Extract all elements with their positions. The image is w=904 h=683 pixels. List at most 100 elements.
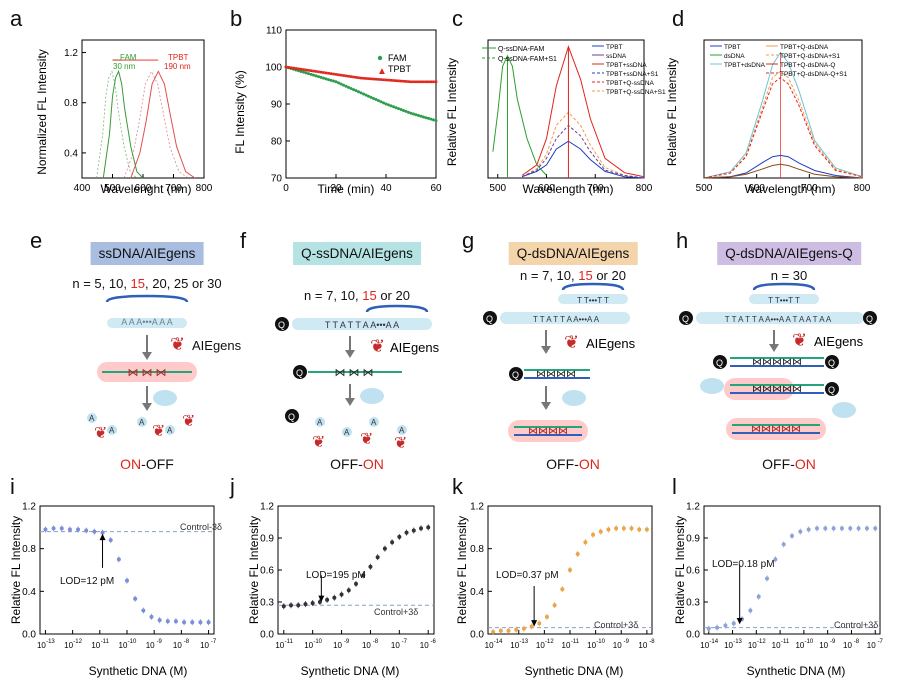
l-point [856,526,861,531]
b-point-tpbt [332,72,335,76]
l-xtick-label: 10 [724,641,733,650]
b-point-tpbt [414,80,418,84]
j-xtick-exp: -9 [344,639,350,645]
b-point-fam [404,109,408,113]
chart-k: 0.00.40.81.210 -14 10 -13 10 -12 10 -11 10 -10 10-… [455,502,655,679]
i-point [206,620,211,625]
svg-text:T T A T T A A•••A A T A A T A: T T A T T A A•••A A T A A T A A [725,315,832,324]
l-xlabel: Synthetic DNA (M) [747,664,846,678]
k-xlabel: Synthetic DNA (M) [525,664,624,678]
b-point-fam [329,78,333,82]
l-control-label: Control+3δ [834,620,878,630]
j-point [354,581,358,586]
b-ytick-label: 110 [266,26,282,37]
c-legend-right-1: ssDNA [606,53,627,60]
b-point-fam [337,81,340,85]
k-xtick-label: 10 [562,641,571,650]
panel-label-a: a [10,6,23,31]
b-point-fam [324,77,328,81]
b-point-fam [422,115,425,119]
c-xtick-label: 500 [489,183,506,194]
b-point-fam [342,83,345,87]
l-point [864,526,869,531]
svg-text:AIEgens: AIEgens [586,336,636,351]
l-ytick-label: 0.9 [686,534,700,545]
i-point [51,526,56,531]
c-legend-left-0: Q-ssDNA-FAM [498,46,544,53]
panel-label-h: h [676,228,689,253]
i-point [43,527,48,532]
panel-label-g: g [462,228,475,253]
j-point [289,603,293,608]
i-ytick-label: 1.2 [22,502,36,513]
b-point-tpbt [434,80,438,84]
b-xtick-label: 60 [430,183,442,194]
b-point-fam [362,92,365,96]
b-point-tpbt [389,79,393,82]
chart-c: 500 600 700 800 Relative FL Intensity Wavel… [445,39,666,196]
b-point-fam [304,71,308,75]
i-xtick-label: 10 [37,641,46,650]
j-lod-label: LOD=195 pM [306,570,366,581]
k-point [552,603,557,608]
j-point [397,534,402,539]
g-diagram: T T•••T T Q T T A T T A A•••A A ❦ AIEgen… [483,282,636,442]
k-point [583,540,588,545]
i-lod-label: LOD=12 pM [60,576,114,587]
d-xtick-label: 800 [854,183,871,194]
svg-text:Q: Q [682,314,689,324]
a-xtick-label: 400 [74,183,91,194]
b-point-tpbt [322,71,325,74]
b-point-tpbt [349,75,353,78]
j-point [281,604,286,609]
a-xlabel: Wavelenght (nm) [101,182,192,196]
l-point [806,527,811,532]
b-point-tpbt [357,76,360,80]
svg-text:❦: ❦ [370,336,385,356]
f-diagram: Q T T A T T A A•••A A ❦ AIEgens Q ⋈ ⋈ ⋈ … [275,304,440,452]
b-point-fam [349,86,353,90]
j-xtick-label: 10 [275,641,284,650]
a-ytick-label: 0.8 [64,98,78,109]
c-series-0 [492,54,547,176]
i-ytick-label: 0.4 [22,587,36,598]
scheme-g: Q-dsDNA/AIEgens n = 7, 10, 15 or 20 T T•… [478,242,668,472]
k-control-label: Control+3δ [594,620,638,630]
svg-text:❦: ❦ [792,330,807,350]
b-point-tpbt [419,80,423,84]
j-point [382,546,387,551]
j-point [390,540,395,545]
b-point-tpbt [292,66,295,70]
j-xlabel: Synthetic DNA (M) [301,664,400,678]
svg-text:A: A [317,418,323,427]
k-xtick-exp: -14 [494,639,503,645]
k-ylabel: Relative FL Intensity [455,516,469,624]
l-point [731,621,736,626]
i-point [149,614,154,619]
j-ylabel: Relative FL Intensity [247,516,261,624]
b-point-fam [419,114,423,118]
b-point-tpbt [384,78,388,82]
j-point [419,526,423,531]
b-point-tpbt [329,72,333,75]
e-title: ssDNA/AIEgens [90,242,204,265]
k-point [575,552,580,556]
b-point-tpbt [299,67,303,71]
svg-text:❦: ❦ [564,332,579,352]
b-ytick-label: 90 [271,100,283,111]
l-ytick-label: 1.2 [686,502,700,513]
l-xtick-exp: -9 [830,639,836,645]
b-point-tpbt [379,78,383,81]
d-xtick-label: 700 [801,183,818,194]
svg-text:Q: Q [296,368,303,378]
k-point [514,627,519,632]
svg-text:A: A [109,426,115,435]
d-legend-right-1: TPBT+Q-dsDNA+S1 [780,53,840,60]
j-xtick-exp: -11 [285,639,294,645]
b-point-fam [402,108,405,112]
b-point-tpbt [362,76,365,80]
b-point-tpbt [374,77,378,81]
k-point [506,628,511,633]
a-ann-tpbt-nm: 190 nm [164,62,191,71]
i-lod-arrowhead [99,533,106,541]
